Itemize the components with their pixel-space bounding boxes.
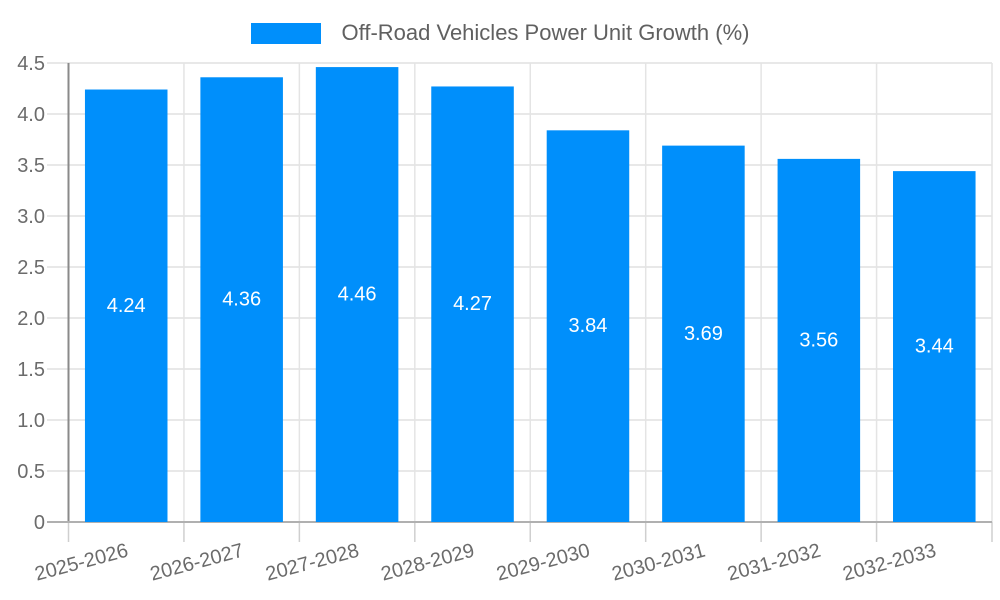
bar-value-label: 3.56 [799,329,838,351]
bar [662,145,745,522]
y-tick-label: 1.0 [17,410,45,432]
y-tick-label: 1.5 [17,359,45,381]
x-tick-label: 2025-2026 [32,540,130,586]
bar-value-label: 4.46 [338,284,377,306]
bar [777,158,861,522]
bar [315,67,399,522]
y-tick-label: 2.5 [17,257,45,279]
x-tick-label: 2029-2030 [494,540,592,586]
x-tick-label: 2028-2029 [379,540,477,586]
legend-swatch[interactable] [250,22,321,44]
bar [431,86,514,523]
x-tick-label: 2031-2032 [725,540,823,586]
chart-legend[interactable]: Off-Road Vehicles Power Unit Growth (%) [0,20,1000,46]
bar-value-label: 4.36 [222,289,261,311]
y-tick-label: 4.0 [17,104,45,126]
x-tick-label: 2032-2033 [840,540,938,586]
x-tick-label: 2026-2027 [148,540,246,586]
x-tick-label: 2027-2028 [263,540,361,586]
y-tick-label: 3.5 [17,155,45,177]
y-tick-label: 2.0 [17,308,45,330]
x-tick-label: 2030-2031 [610,540,708,586]
legend-label: Off-Road Vehicles Power Unit Growth (%) [341,20,750,45]
bar-value-label: 3.69 [684,323,723,345]
bar [200,77,283,522]
y-tick-label: 4.5 [17,53,45,75]
bar-value-label: 4.27 [453,293,492,315]
y-tick-label: 0.5 [17,461,45,483]
bar [84,89,168,523]
bar [546,130,630,522]
y-tick-label: 0 [34,512,45,534]
bar-value-label: 3.84 [569,315,608,337]
bar-value-label: 3.44 [915,336,954,358]
y-tick-label: 3.0 [17,206,45,228]
bar [893,171,976,522]
bar-value-label: 4.24 [107,295,146,317]
